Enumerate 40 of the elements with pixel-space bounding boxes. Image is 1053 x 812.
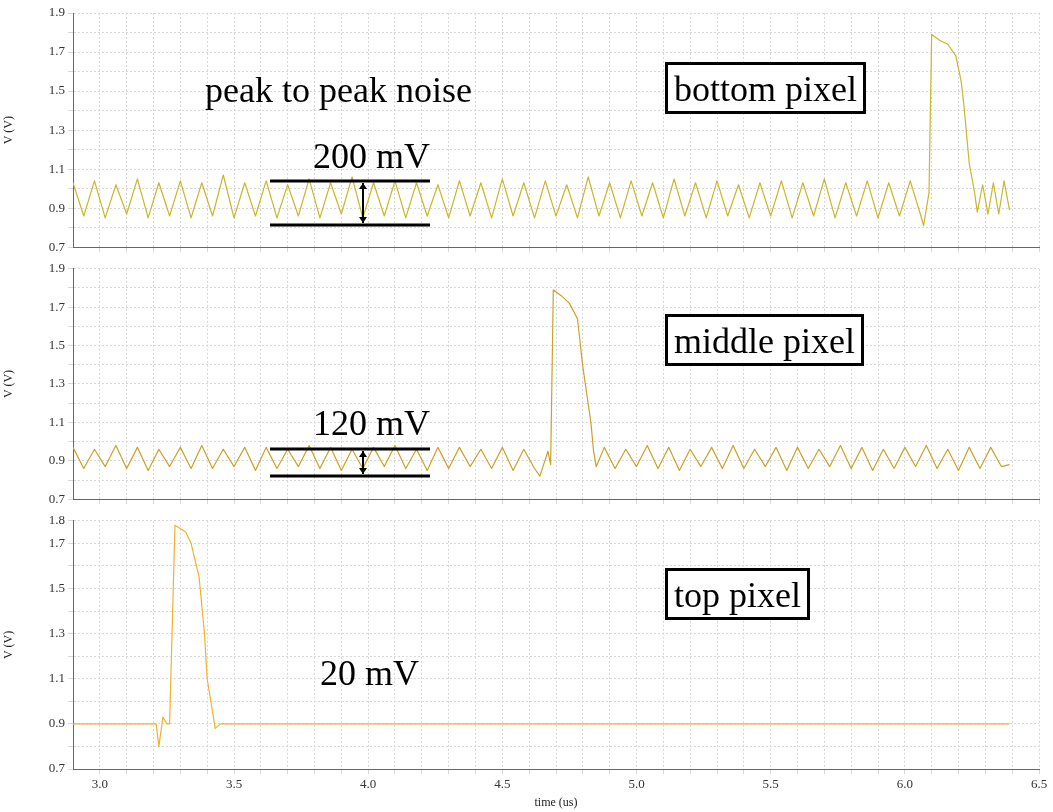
y-tick-label: 0.7: [48, 760, 66, 776]
y-tick-label: 1.9: [48, 4, 65, 20]
y-tick-label: 0.7: [48, 238, 66, 254]
x-axis-title: time (us): [534, 794, 578, 809]
y-tick-label: 1.8: [48, 512, 65, 528]
x-tick-label: 6.0: [896, 776, 913, 792]
y-axis-title: V (V): [1, 630, 16, 659]
y-tick-label: 1.5: [48, 579, 65, 595]
y-axis-title: V (V): [1, 369, 16, 399]
y-tick-label: 1.3: [48, 121, 65, 137]
x-tick-label: 5.0: [628, 776, 645, 792]
y-tick-label: 0.9: [48, 452, 65, 468]
y-tick-label: 1.5: [48, 337, 65, 353]
annotation: peak to peak noise: [205, 70, 472, 110]
y-tick-label: 0.9: [48, 199, 65, 215]
y-tick-label: 1.1: [48, 413, 65, 429]
y-tick-label: 0.9: [48, 715, 65, 731]
x-tick-label: 3.5: [225, 776, 243, 792]
y-tick-label: 1.9: [48, 260, 65, 276]
y-tick-label: 1.5: [48, 82, 65, 98]
annotation: 200 mV: [313, 136, 430, 176]
y-tick-label: 1.1: [48, 160, 65, 176]
y-tick-label: 1.3: [48, 375, 65, 391]
y-tick-label: 0.7: [48, 490, 66, 506]
annotation: top pixel: [665, 568, 810, 620]
y-tick-label: 1.3: [48, 625, 65, 641]
y-tick-label: 1.1: [48, 670, 65, 686]
x-tick-label: 3.0: [91, 776, 108, 792]
annotation: middle pixel: [665, 314, 864, 366]
y-tick-label: 1.7: [48, 534, 66, 550]
y-tick-label: 1.7: [48, 43, 66, 59]
y-axis-title: V (V): [1, 116, 16, 145]
annotation: 120 mV: [313, 403, 430, 443]
y-tick-label: 1.7: [48, 298, 66, 314]
x-tick-label: 5.5: [762, 776, 779, 792]
annotation: bottom pixel: [665, 62, 866, 114]
x-tick-label: 4.5: [494, 776, 511, 792]
x-tick-label: 6.5: [1030, 776, 1048, 792]
annotation: 20 mV: [320, 653, 419, 693]
x-tick-label: 4.0: [360, 776, 377, 792]
